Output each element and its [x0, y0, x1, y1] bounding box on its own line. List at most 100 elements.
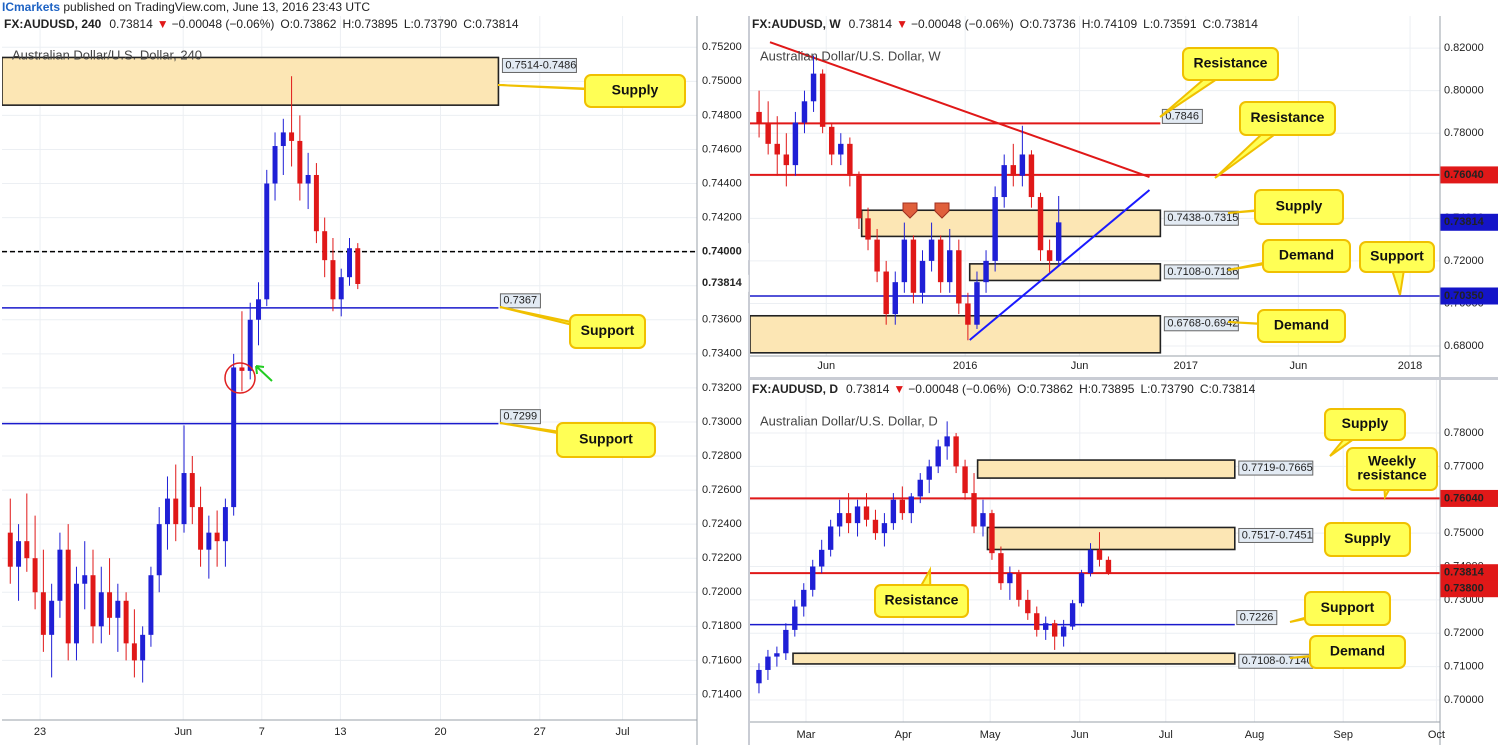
y-tick-label: 0.75200	[702, 41, 742, 53]
candle-body	[289, 132, 295, 141]
candle-body	[947, 250, 953, 283]
y-tick-label: 0.77000	[1444, 460, 1484, 472]
candle-body	[783, 154, 790, 166]
candle-body	[98, 592, 104, 627]
last-price: 0.73814	[846, 382, 890, 396]
quote: H:0.73895	[1079, 382, 1135, 396]
y-tick-label: 0.74600	[702, 143, 742, 155]
change: −0.00048 (−0.06%)	[911, 17, 1014, 31]
y-tick-label: 0.70000	[1444, 694, 1484, 706]
marker	[934, 202, 950, 219]
price-tag	[1440, 287, 1498, 305]
candle-body	[305, 174, 311, 184]
last-price: 0.73814	[849, 17, 893, 31]
x-tick-label: Oct	[1428, 729, 1445, 741]
quote: L:0.73790	[404, 17, 458, 31]
candle-body	[774, 143, 780, 155]
level-label: 0.7367	[503, 295, 537, 307]
candle-body	[847, 143, 853, 176]
highlight-circle	[224, 362, 256, 394]
quote: H:0.74109	[1082, 17, 1138, 31]
candle-body	[836, 513, 843, 527]
y-tick-label: 0.78000	[1444, 427, 1484, 439]
marker	[902, 202, 918, 219]
candle-body	[863, 506, 870, 520]
brand: ICmarkets	[2, 0, 60, 14]
y-tick-label: 0.72000	[1444, 627, 1484, 639]
candle-body	[264, 183, 270, 300]
x-tick-label: 7	[259, 726, 265, 738]
price-tag-label: 0.73814	[1444, 216, 1485, 228]
candle-body	[82, 575, 88, 584]
candle-body	[983, 260, 989, 283]
candle-body	[1034, 613, 1040, 630]
candle-body	[792, 606, 798, 630]
callout-text: Support	[1321, 599, 1375, 615]
candle-body	[926, 466, 932, 480]
watermark: Australian Dollar/U.S. Dollar, W	[760, 48, 941, 63]
y-tick-label: 0.75000	[1444, 527, 1484, 539]
candle-body	[347, 248, 352, 278]
candle-body	[1016, 573, 1022, 600]
y-tick-label: 0.71000	[1444, 661, 1484, 673]
candle-body	[107, 592, 113, 618]
y-tick-label: 0.75000	[702, 75, 742, 87]
y-tick-label: 0.73400	[702, 348, 742, 360]
candle-body	[856, 175, 862, 219]
candle-body	[1060, 626, 1067, 637]
zone	[986, 526, 1236, 551]
x-tick-label: 2016	[953, 360, 977, 372]
candle-body	[131, 643, 137, 661]
callout-text: Supply	[1276, 198, 1323, 214]
candle-body	[854, 506, 861, 524]
candle-body	[1105, 559, 1112, 573]
y-tick-label: 0.74800	[702, 109, 742, 121]
candle-body	[944, 436, 950, 447]
callout-box	[1324, 522, 1411, 557]
callout-text: Support	[579, 431, 633, 447]
candle-body	[239, 367, 245, 371]
y-tick-label: 0.72000	[702, 586, 742, 598]
candle-body	[40, 592, 46, 635]
x-tick-label: 27	[534, 726, 546, 738]
candle-body	[1043, 623, 1049, 630]
candle-body	[24, 541, 30, 559]
candle-body	[322, 231, 328, 261]
candle-body	[974, 282, 980, 325]
quote: O:0.73862	[280, 17, 336, 31]
zone-label-box	[1163, 316, 1239, 332]
candle-body	[965, 303, 971, 325]
candle-body	[756, 111, 762, 123]
candle-body	[935, 446, 941, 467]
candle-body	[998, 553, 1004, 584]
quote: C:0.73814	[463, 17, 519, 31]
callout-text: resistance	[1357, 467, 1426, 483]
callout-text: Demand	[1330, 643, 1385, 659]
change-arrow: ▼	[893, 382, 905, 396]
candle-body	[917, 479, 923, 497]
candle-body	[765, 656, 771, 670]
candle-body	[810, 73, 817, 102]
green-arrow	[255, 365, 273, 382]
x-tick-label: Jul	[616, 726, 630, 738]
callout-text: Support	[581, 322, 635, 338]
zone-label: 0.7108-0.7186	[1167, 266, 1238, 278]
callout-box	[584, 74, 686, 108]
level-label: 0.7299	[503, 411, 537, 423]
y-tick-label: 0.73000	[702, 416, 742, 428]
candle-body	[297, 140, 303, 184]
trendline	[969, 189, 1151, 341]
price-tag-label: 0.73814	[702, 277, 743, 289]
x-tick-label: Jun	[1289, 360, 1307, 372]
candle-body	[123, 600, 129, 644]
candle-body	[90, 575, 96, 627]
quote: L:0.73790	[1140, 382, 1194, 396]
symbol: FX:AUDUSD, 240	[4, 17, 102, 31]
zone	[976, 459, 1236, 479]
callout-box	[556, 422, 656, 458]
candle-body	[164, 498, 170, 525]
callout-box	[1262, 239, 1351, 273]
price-tag-label: 0.73800	[1444, 583, 1484, 595]
